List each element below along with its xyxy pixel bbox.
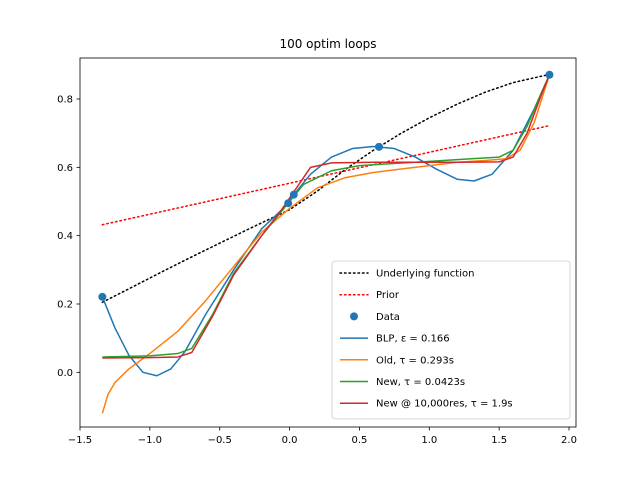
legend-label-1: Prior [376, 290, 400, 301]
legend-label-4: Old, τ = 0.293s [376, 355, 454, 366]
data-point-0 [98, 292, 107, 301]
data-point-2 [289, 190, 298, 199]
plot-area: −1.5 −1.0 −0.5 0.0 0.5 1.0 1.5 2.0 0.0 0.2 0.4 0.6 0… [57, 57, 577, 446]
x-tick-label: 1.5 [491, 435, 507, 446]
legend-marker-2 [350, 312, 358, 321]
series-line-1 [101, 124, 551, 226]
y-tick-label: 0.4 [57, 231, 73, 242]
y-tick-label: 0.2 [57, 300, 73, 311]
data-point-3 [375, 142, 383, 151]
series-line-4 [101, 74, 551, 414]
axes-frame [79, 57, 577, 428]
legend: Underlying function Prior Data BLP, ε = 0.1… [331, 260, 571, 420]
series-line-0 [101, 73, 551, 304]
x-tick-label: 2.0 [561, 435, 577, 446]
chart-title: 100 optim loops [279, 37, 376, 51]
legend-label-3: BLP, ε = 0.166 [376, 334, 450, 345]
data-point-4 [545, 70, 554, 79]
x-tick-label: −1.5 [68, 435, 92, 446]
legend-label-5: New, τ = 0.0423s [376, 377, 465, 388]
legend-label-6: New @ 10,000res, τ = 1.9s [376, 399, 513, 410]
legend-label-0: Underlying function [376, 269, 474, 280]
legend-box [331, 260, 571, 420]
x-tick-label: −1.0 [138, 435, 162, 446]
y-tick-label: 0.6 [57, 163, 73, 174]
x-tick-label: −0.5 [208, 435, 232, 446]
legend-label-2: Data [376, 312, 400, 323]
x-tick-label: 1.0 [421, 435, 437, 446]
series-layer [98, 70, 554, 414]
data-point-1 [284, 199, 293, 208]
x-tick-label: 0.5 [351, 435, 367, 446]
y-tick-label: 0.8 [57, 95, 73, 106]
series-line-5 [102, 74, 551, 358]
series-line-6 [102, 74, 551, 359]
series-line-3 [101, 74, 551, 377]
x-tick-label: 0.0 [282, 435, 298, 446]
y-tick-label: 0.0 [57, 368, 73, 379]
